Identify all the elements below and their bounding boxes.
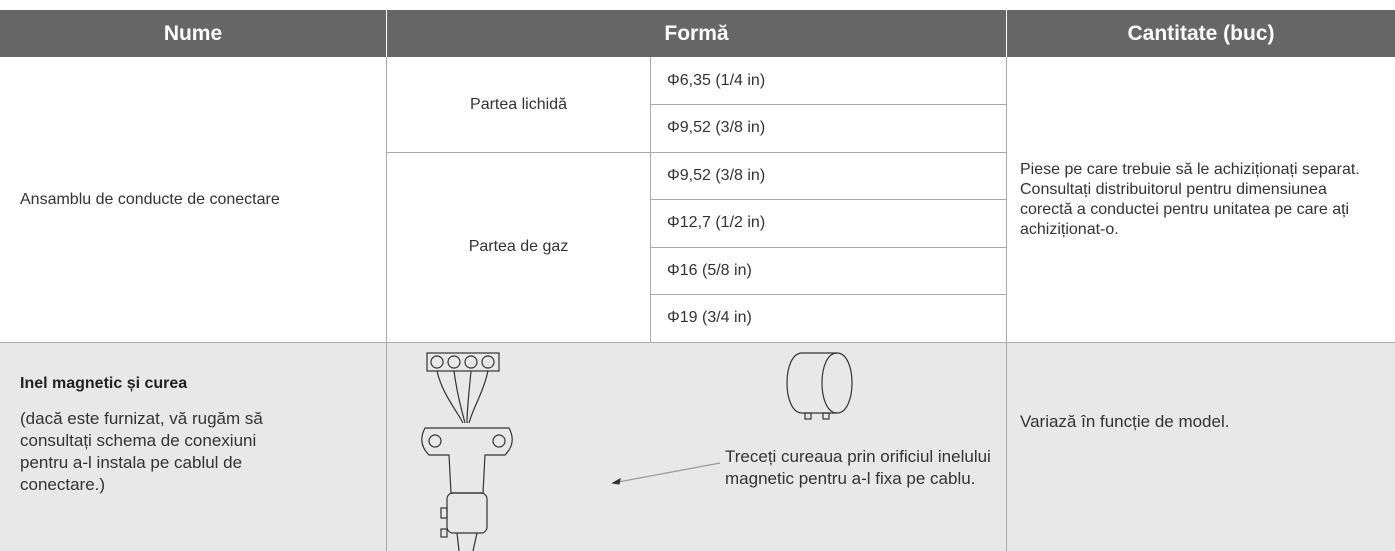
row-line: [387, 152, 1007, 153]
row-line: [650, 247, 1007, 248]
header-cell: Formă: [387, 10, 1006, 57]
row-line: [650, 294, 1007, 295]
item-note: (dacă este furnizat, vă rugăm să consult…: [20, 409, 263, 494]
caption: Treceți cureaua prin orificiul inelului …: [725, 447, 991, 488]
group-label: Partea lichidă: [470, 95, 567, 113]
header-divider: [1006, 10, 1007, 57]
size-cell: Φ9,52 (3/8 in): [667, 166, 766, 184]
col-line: [650, 57, 651, 342]
col-line: [1006, 342, 1007, 551]
size-cell: Φ16 (5/8 in): [667, 261, 752, 279]
group-label: Partea de gaz: [468, 238, 569, 255]
size-cell: Φ9,52 (3/8 in): [667, 119, 766, 137]
name-cell: Ansamblu de conducte de conectare: [20, 190, 280, 208]
quantity-cell: Piese pe care trebuie să le achiziționaț…: [1020, 160, 1360, 238]
quantity-cell: Variază în funcție de model.: [1020, 412, 1230, 431]
col-line: [386, 342, 387, 551]
col-line: [386, 57, 387, 551]
size-cell: Φ19 (3/4 in): [667, 309, 752, 327]
header-divider: [386, 10, 387, 57]
illustration: [421, 352, 853, 551]
col-line: [1006, 57, 1007, 551]
row-bg: [0, 342, 1395, 551]
size-cell: Φ6,35 (1/4 in): [667, 71, 766, 89]
row-line: [650, 104, 1007, 105]
item-title: Inel magnetic și curea: [20, 375, 188, 392]
row-line: [650, 199, 1007, 200]
size-cell: Φ12,7 (1/2 in): [667, 214, 766, 232]
header-cell: Nume: [0, 10, 386, 57]
header-cell: Cantitate (buc): [1007, 10, 1395, 57]
